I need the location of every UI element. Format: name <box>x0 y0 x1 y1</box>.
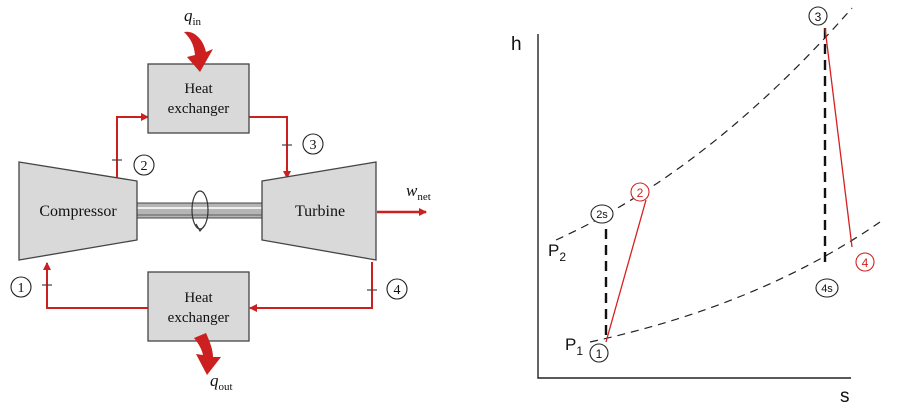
q-in-subscript: in <box>193 16 202 28</box>
state-4-circle <box>386 278 408 300</box>
actual-expansion-line <box>824 27 853 248</box>
heat-exchanger-top: Heat exchanger <box>147 63 250 134</box>
point-2s-circle <box>590 204 614 224</box>
heat-exchanger-top-line1: Heat <box>184 81 213 97</box>
point-4s-circle <box>815 278 839 298</box>
compressor: Compressor <box>18 161 138 261</box>
flow-turbine-to-cooler <box>249 262 373 312</box>
flow-compressor-to-heater <box>116 113 149 178</box>
point-2-label: 2 <box>637 186 644 200</box>
q-in-label: qin <box>184 6 202 28</box>
state-3-label: 3 <box>310 138 317 153</box>
isobar-low-label: P1 <box>565 335 583 358</box>
state-markers: 2 3 4 1 <box>10 133 408 300</box>
w-net-subscript: net <box>417 191 430 203</box>
compressor-label: Compressor <box>39 203 117 220</box>
heat-out-arrow-icon <box>194 333 221 375</box>
point-2-circle <box>630 182 650 202</box>
state-1-circle <box>10 276 32 298</box>
w-net-arrow: wnet <box>377 181 431 216</box>
isobar-low-subscript: 1 <box>576 344 583 358</box>
state-4-label: 4 <box>394 283 401 298</box>
hs-diagram: h s P2 P1 1 2s 2 3 4 4s <box>511 6 881 407</box>
isobar-high-label: P2 <box>548 241 566 264</box>
heat-exchanger-bottom: Heat exchanger <box>147 271 250 342</box>
point-1-circle <box>589 343 609 363</box>
point-4-circle <box>855 252 875 272</box>
state-2-label: 2 <box>141 159 148 174</box>
shaft <box>133 190 269 233</box>
heat-in-arrow-icon <box>184 31 213 72</box>
state-1-label: 1 <box>18 281 25 296</box>
heat-exchanger-bottom-line1: Heat <box>184 290 213 306</box>
turbine: Turbine <box>261 161 377 261</box>
point-1-label: 1 <box>596 347 603 361</box>
heat-exchanger-bottom-box <box>147 271 250 342</box>
point-3-label: 3 <box>815 10 822 24</box>
heat-exchanger-top-line2: exchanger <box>168 101 230 117</box>
isobar-high-letter: P <box>548 241 559 260</box>
isobar-high-subscript: 2 <box>559 250 566 264</box>
q-out-symbol: q <box>210 371 219 390</box>
isobar-low-letter: P <box>565 335 576 354</box>
actual-compression-line <box>605 199 647 343</box>
q-out-subscript: out <box>219 381 233 393</box>
q-out-arrow: qout <box>194 333 233 393</box>
hs-axes <box>537 34 851 379</box>
isobar-low-curve <box>589 221 881 343</box>
w-net-symbol: w <box>406 181 418 200</box>
hs-x-axis-label: s <box>840 386 850 407</box>
turbine-body <box>261 161 377 261</box>
point-2s-label: 2s <box>596 209 608 221</box>
q-in-symbol: q <box>184 6 193 25</box>
flow-cooler-to-compressor <box>43 262 150 309</box>
q-in-arrow: qin <box>184 6 213 72</box>
compressor-body <box>18 161 138 261</box>
state-ticks <box>42 144 377 291</box>
turbine-label: Turbine <box>295 203 345 220</box>
rotation-arrowhead-icon <box>195 223 206 233</box>
hs-y-axis-label: h <box>511 34 522 55</box>
flow-heater-to-turbine <box>249 116 291 179</box>
hs-point-markers: 1 2s 2 3 4 4s <box>589 6 875 363</box>
w-net-label: wnet <box>406 181 431 203</box>
shaft-rotation-icon <box>191 190 209 230</box>
cycle-schematic: Heat exchanger Heat exchanger Compressor… <box>10 6 431 393</box>
q-out-label: qout <box>210 371 233 393</box>
state-3-circle <box>302 133 324 155</box>
point-4s-label: 4s <box>821 283 833 295</box>
heat-exchanger-top-box <box>147 63 250 134</box>
shaft-body <box>133 202 269 219</box>
point-4-label: 4 <box>862 256 869 270</box>
heat-exchanger-bottom-line2: exchanger <box>168 310 230 326</box>
point-3-circle <box>808 6 828 26</box>
flow-lines <box>43 113 373 312</box>
state-2-circle <box>133 154 155 176</box>
